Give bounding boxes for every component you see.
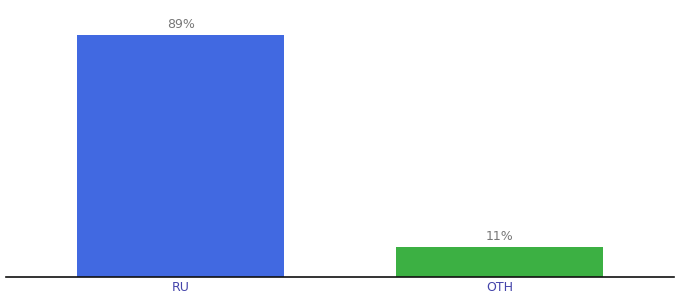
Text: 11%: 11% xyxy=(486,230,513,243)
Bar xyxy=(78,35,284,277)
Text: 89%: 89% xyxy=(167,18,194,31)
Bar xyxy=(396,247,602,277)
